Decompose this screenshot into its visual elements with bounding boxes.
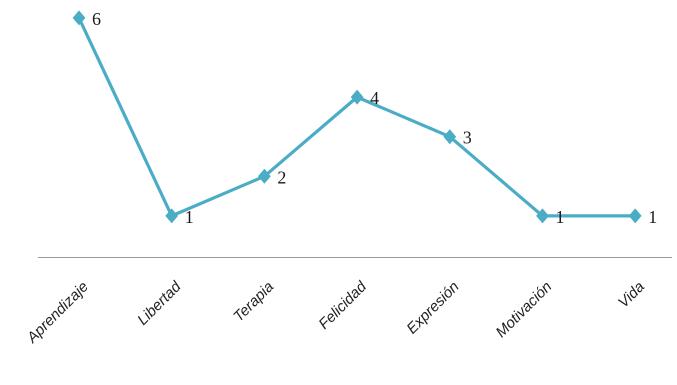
data-label-libertad: 1: [185, 207, 194, 227]
series-layer: [72, 10, 642, 224]
data-label-aprendizaje: 6: [92, 9, 101, 29]
x-tick-label-layer: Aprendizaje Libertad Terapia Felicidad Expre…: [23, 278, 648, 347]
x-tick-label-aprendizaje: Aprendizaje: [23, 278, 92, 347]
data-label-vida: 1: [648, 207, 657, 227]
x-tick-label-terapia: Terapia: [230, 278, 277, 325]
x-tick-label-motivación: Motivación: [493, 278, 556, 341]
x-tick-label-felicidad: Felicidad: [315, 278, 370, 333]
data-label-felicidad: 4: [370, 88, 379, 108]
x-tick-label-vida: Vida: [615, 278, 648, 311]
data-point-felicidad: [350, 89, 364, 105]
data-label-layer: 6 1 2 4 3 1 1: [92, 9, 657, 227]
data-point-expresión: [443, 129, 457, 145]
data-label-terapia: 2: [277, 167, 286, 187]
data-point-libertad: [165, 208, 179, 224]
data-label-expresión: 3: [463, 128, 472, 148]
data-point-aprendizaje: [72, 10, 86, 26]
data-point-terapia: [258, 168, 271, 184]
x-tick-label-libertad: Libertad: [134, 278, 185, 329]
series-line: [77, 17, 636, 218]
data-label-motivación: 1: [556, 207, 565, 227]
x-tick-label-expresión: Expresión: [403, 278, 462, 337]
data-point-motivación: [536, 208, 549, 224]
data-point-vida: [628, 208, 642, 224]
